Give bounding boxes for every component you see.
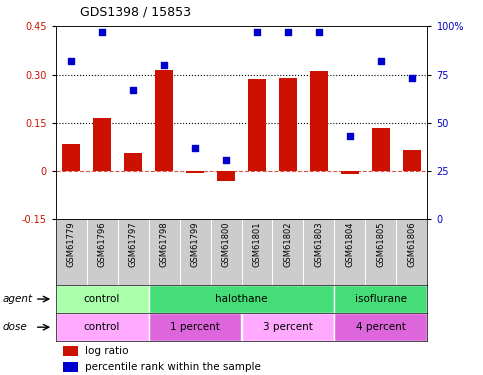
Text: GDS1398 / 15853: GDS1398 / 15853 xyxy=(80,6,191,19)
Text: 1 percent: 1 percent xyxy=(170,322,220,332)
Text: GSM61804: GSM61804 xyxy=(345,221,355,267)
Bar xyxy=(341,171,359,174)
Bar xyxy=(279,78,297,171)
Bar xyxy=(372,128,390,171)
Bar xyxy=(334,285,427,313)
Text: GSM61796: GSM61796 xyxy=(98,221,107,267)
Bar xyxy=(124,153,142,171)
Text: GSM61798: GSM61798 xyxy=(159,221,169,267)
Bar xyxy=(155,70,173,171)
Bar xyxy=(149,313,242,341)
Bar xyxy=(310,71,328,171)
Bar xyxy=(56,313,149,341)
Text: GSM61800: GSM61800 xyxy=(222,221,230,267)
Bar xyxy=(334,313,427,341)
Point xyxy=(377,58,385,64)
Point xyxy=(160,62,168,68)
Text: control: control xyxy=(84,294,120,304)
Text: agent: agent xyxy=(2,294,32,304)
Text: GSM61797: GSM61797 xyxy=(128,221,138,267)
Text: dose: dose xyxy=(2,322,27,332)
Bar xyxy=(93,118,112,171)
Point xyxy=(315,29,323,35)
Point xyxy=(191,145,199,151)
Point xyxy=(253,29,261,35)
Text: GSM61799: GSM61799 xyxy=(190,221,199,267)
Bar xyxy=(62,144,80,171)
Bar xyxy=(248,80,266,171)
Bar xyxy=(56,285,149,313)
Text: GSM61806: GSM61806 xyxy=(408,221,416,267)
Point xyxy=(408,75,416,81)
Bar xyxy=(63,346,73,356)
Bar xyxy=(63,362,78,372)
Bar xyxy=(217,171,235,181)
Point xyxy=(98,29,106,35)
Text: GSM61801: GSM61801 xyxy=(253,221,261,267)
Bar xyxy=(149,285,334,313)
Text: log ratio: log ratio xyxy=(85,346,129,356)
Text: halothane: halothane xyxy=(215,294,268,304)
Text: 3 percent: 3 percent xyxy=(263,322,313,332)
Text: GSM61803: GSM61803 xyxy=(314,221,324,267)
Text: GSM61779: GSM61779 xyxy=(67,221,75,267)
Point xyxy=(346,134,354,140)
Bar xyxy=(242,313,334,341)
Text: 4 percent: 4 percent xyxy=(356,322,406,332)
Text: GSM61802: GSM61802 xyxy=(284,221,293,267)
Text: GSM61805: GSM61805 xyxy=(376,221,385,267)
Text: percentile rank within the sample: percentile rank within the sample xyxy=(85,362,261,372)
Point xyxy=(222,156,230,162)
Bar xyxy=(186,171,204,173)
Text: isoflurane: isoflurane xyxy=(355,294,407,304)
Point xyxy=(67,58,75,64)
Point xyxy=(284,29,292,35)
Bar xyxy=(403,150,421,171)
Text: control: control xyxy=(84,322,120,332)
Point xyxy=(129,87,137,93)
Bar xyxy=(63,346,78,356)
